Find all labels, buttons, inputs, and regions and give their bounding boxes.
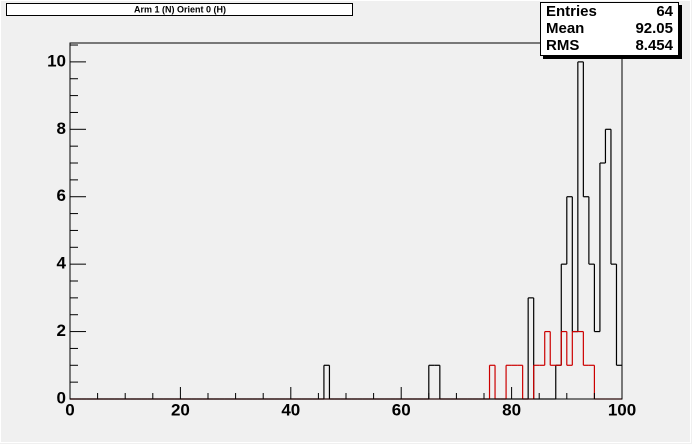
x-tick-label: 60 [392, 400, 411, 419]
title-box [6, 3, 353, 16]
stats-label: RMS [546, 37, 579, 54]
x-tick-label: 0 [65, 400, 74, 419]
x-tick-label: 80 [502, 400, 521, 419]
stats-value: 92.05 [635, 20, 673, 37]
y-tick-label: 2 [57, 321, 66, 340]
y-tick-label: 6 [57, 186, 66, 205]
x-tick-label: 40 [281, 400, 300, 419]
y-tick-label: 10 [47, 51, 66, 70]
x-tick-label: 20 [171, 400, 190, 419]
stats-label: Mean [546, 20, 584, 37]
y-tick-label: 0 [57, 388, 66, 407]
stats-label: Entries [546, 3, 597, 20]
stats-box [540, 2, 679, 56]
x-tick-label: 100 [608, 400, 636, 419]
y-tick-label: 8 [57, 119, 66, 138]
y-tick-label: 4 [57, 254, 67, 273]
stats-value: 8.454 [635, 37, 673, 54]
stats-value: 64 [656, 3, 673, 20]
chart-title: Arm 1 (N) Orient 0 (H) [134, 4, 226, 14]
